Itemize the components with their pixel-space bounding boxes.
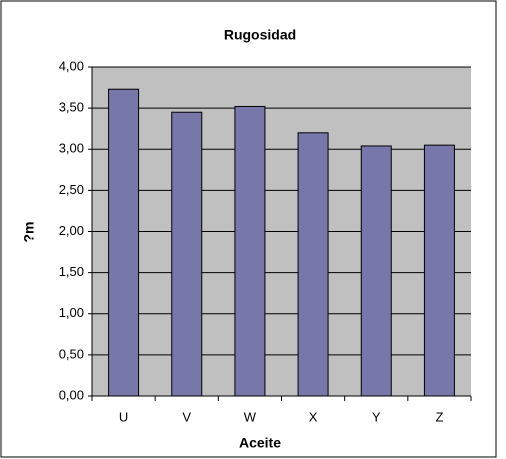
x-tick-label: Z (435, 409, 443, 424)
bar (423, 144, 455, 397)
bar (297, 132, 329, 397)
y-tick-label: 1,00 (59, 305, 84, 320)
y-tick-label: 1,50 (59, 264, 84, 279)
bar (360, 145, 392, 397)
y-tick-label: 4,00 (59, 58, 84, 73)
y-tick-label: 2,00 (59, 223, 84, 238)
y-tick-label: 3,50 (59, 100, 84, 115)
x-tick-label: W (244, 409, 257, 424)
x-tick-label: X (309, 409, 318, 424)
bar (234, 105, 266, 397)
y-tick-label: 0,50 (59, 346, 84, 361)
x-axis-label: Aceite (239, 435, 281, 451)
y-tick-label: 0,00 (59, 387, 84, 402)
chart-title: Rugosidad (224, 27, 296, 43)
y-tick-label: 3,00 (59, 141, 84, 156)
bar (108, 88, 140, 397)
y-axis-label: ?m (21, 222, 37, 243)
x-tick-label: V (182, 409, 191, 424)
x-tick-label: U (119, 409, 128, 424)
x-tick-label: Y (372, 409, 381, 424)
bar (171, 111, 203, 397)
y-tick-label: 2,50 (59, 182, 84, 197)
